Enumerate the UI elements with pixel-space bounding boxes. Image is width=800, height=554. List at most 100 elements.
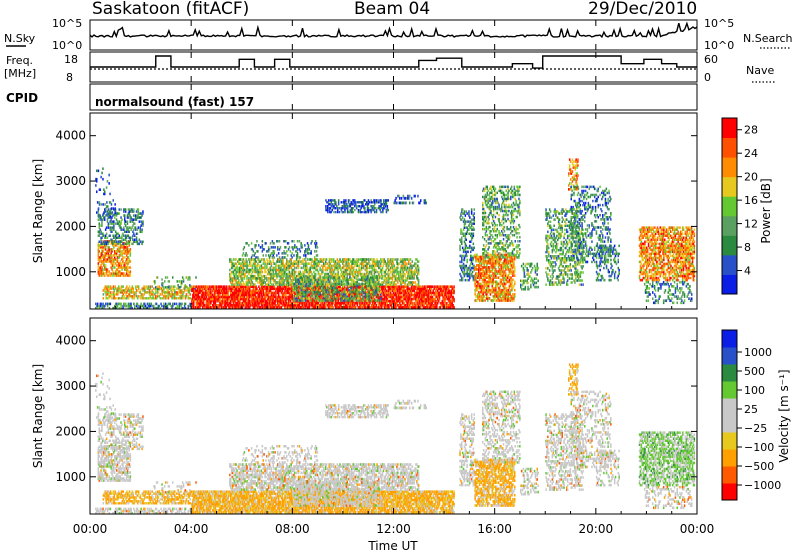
- power-cell: [114, 270, 117, 273]
- power-cell: [226, 297, 228, 301]
- power-cell: [183, 304, 186, 308]
- power-cell: [249, 299, 251, 303]
- power-cell: [110, 256, 112, 259]
- power-cell: [135, 291, 137, 294]
- power-cell: [315, 299, 318, 303]
- power-cell: [129, 220, 131, 223]
- power-cell: [137, 212, 140, 215]
- power-cell: [325, 301, 328, 305]
- power-cell: [240, 285, 243, 288]
- power-cell: [272, 295, 274, 299]
- power-cell: [144, 304, 147, 308]
- power-cell: [155, 286, 157, 289]
- power-cell: [314, 299, 316, 303]
- power-cell: [100, 175, 102, 179]
- power-cell: [227, 304, 229, 307]
- power-cell: [326, 289, 329, 293]
- power-cell: [193, 289, 195, 293]
- power-cell: [97, 252, 100, 255]
- power-cell: [342, 301, 344, 305]
- power-cell: [141, 222, 143, 225]
- power-cell: [111, 258, 113, 261]
- power-cell: [203, 306, 206, 309]
- power-cell: [166, 293, 169, 296]
- power-cell: [334, 291, 336, 295]
- power-cell: [259, 301, 262, 305]
- power-cell: [127, 252, 130, 255]
- power-cell: [345, 304, 348, 307]
- power-cell: [165, 291, 167, 294]
- power-cell: [157, 287, 160, 290]
- power-cell: [110, 254, 112, 257]
- power-cell: [195, 293, 198, 297]
- power-cell: [114, 244, 116, 247]
- power-cell: [162, 282, 164, 285]
- power-cell: [273, 301, 275, 305]
- power-cell: [393, 297, 396, 301]
- power-cell: [125, 266, 128, 269]
- power-cell: [300, 299, 302, 303]
- power-cell: [277, 291, 280, 295]
- power-cell: [126, 214, 129, 217]
- power-cell: [228, 289, 230, 293]
- power-cell: [198, 295, 200, 299]
- power-cell: [125, 289, 127, 292]
- power-cell: [269, 304, 272, 307]
- power-cell: [272, 297, 274, 301]
- power-cell: [187, 306, 189, 310]
- power-cell: [332, 289, 334, 293]
- power-cell: [259, 291, 262, 295]
- power-cell: [151, 297, 153, 300]
- power-cell: [160, 302, 162, 306]
- power-cell: [206, 304, 208, 307]
- power-cell: [124, 210, 127, 213]
- power-cell: [291, 297, 293, 301]
- power-cell: [336, 291, 339, 295]
- power-cell: [237, 295, 239, 299]
- power-cell: [121, 291, 124, 294]
- power-cell: [205, 287, 208, 291]
- power-cell: [272, 304, 274, 307]
- power-cell: [113, 240, 115, 243]
- power-cell: [143, 289, 145, 292]
- power-cell: [202, 291, 205, 295]
- power-cell: [117, 287, 119, 290]
- power-cell: [116, 212, 119, 215]
- power-cell: [136, 302, 139, 306]
- power-cell: [340, 304, 342, 307]
- power-cell: [227, 295, 229, 299]
- power-cell: [127, 297, 130, 300]
- power-cell: [265, 306, 267, 309]
- power-cell: [217, 289, 219, 293]
- power-cell: [222, 291, 225, 295]
- power-cell: [235, 297, 237, 301]
- power-cell: [104, 256, 106, 259]
- power-cell: [113, 254, 115, 257]
- power-cell: [433, 291, 435, 295]
- power-cell: [113, 289, 115, 292]
- power-cell: [254, 301, 256, 305]
- power-cell: [112, 244, 114, 247]
- power-cell: [114, 262, 117, 265]
- power-cell: [117, 250, 120, 253]
- power-cell: [268, 306, 270, 309]
- power-cell: [287, 289, 290, 293]
- power-cell: [264, 293, 266, 297]
- power-cell: [318, 287, 321, 291]
- power-cell: [137, 287, 140, 290]
- power-cell: [120, 236, 122, 239]
- power-cell: [122, 285, 124, 288]
- power-cell: [231, 297, 234, 301]
- power-cell: [99, 268, 101, 271]
- power-cell: [148, 291, 151, 294]
- power-cell: [99, 270, 101, 273]
- power-cell: [166, 276, 169, 279]
- power-cell: [104, 266, 107, 269]
- power-cell: [189, 293, 191, 296]
- power-cell: [249, 293, 251, 297]
- power-cell: [245, 293, 247, 297]
- power-cell: [166, 306, 169, 310]
- power-cell: [335, 306, 338, 309]
- power-cell: [118, 274, 121, 277]
- power-cell: [240, 306, 242, 309]
